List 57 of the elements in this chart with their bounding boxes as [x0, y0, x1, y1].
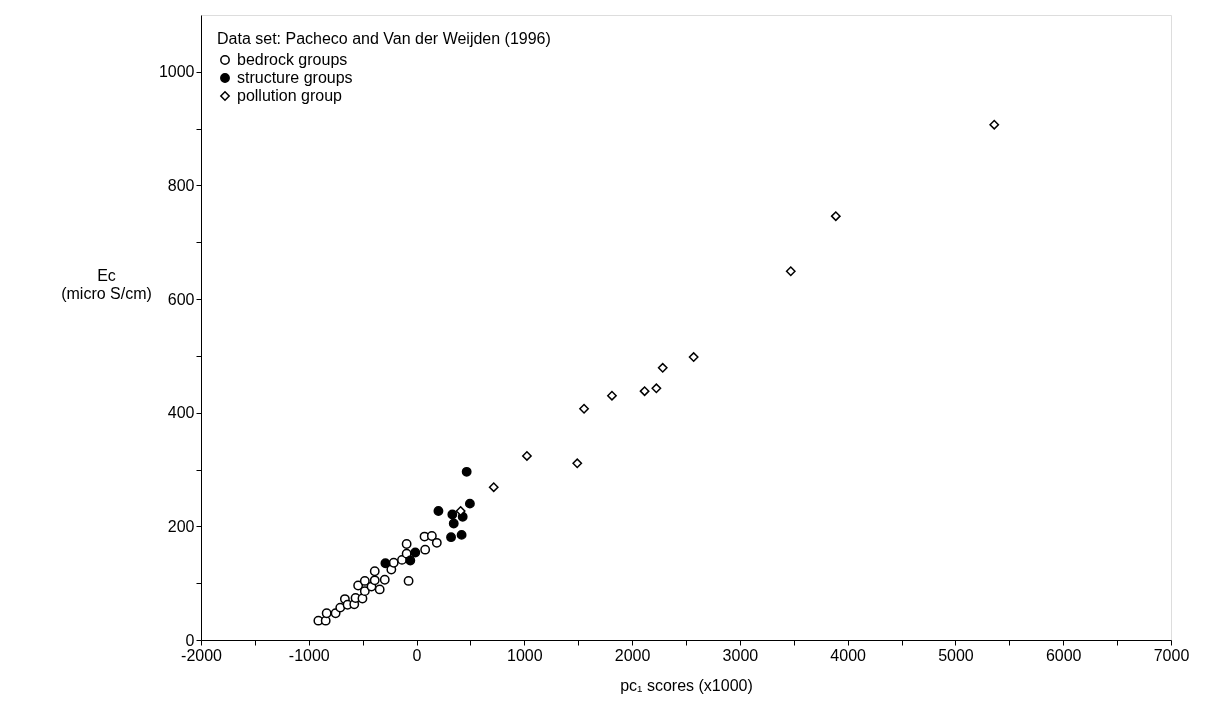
point	[461, 466, 472, 477]
x-tick-label: 4000	[830, 646, 867, 664]
point	[448, 518, 459, 529]
point	[657, 362, 668, 373]
point	[688, 352, 699, 362]
point	[521, 450, 532, 461]
point	[369, 566, 380, 577]
point	[651, 383, 662, 394]
point	[455, 506, 466, 516]
point	[830, 211, 841, 222]
point	[359, 586, 370, 597]
x-tick-label: 5000	[938, 646, 974, 664]
point	[446, 532, 456, 543]
point	[359, 575, 370, 586]
point	[380, 558, 391, 569]
point	[785, 266, 796, 277]
y-tick-label: 200	[167, 517, 195, 535]
x-tick-label: 7000	[1153, 646, 1190, 664]
point	[607, 390, 617, 401]
point	[431, 537, 442, 548]
y-tick-label: 600	[167, 290, 195, 308]
point	[321, 608, 332, 619]
point	[426, 531, 437, 541]
point	[403, 575, 414, 586]
y-tick-label: 1000	[158, 63, 195, 81]
x-tick-label: -1000	[288, 646, 330, 664]
x-tick-label: 0	[412, 646, 422, 664]
x-tick-label: 2000	[614, 646, 651, 664]
point	[579, 403, 589, 414]
point	[572, 458, 583, 469]
legend-title: Data set: Pacheco and Van der Weijden (1996)	[217, 30, 551, 47]
x-tick-label: 3000	[722, 646, 759, 664]
legend-label: pollution group	[237, 87, 343, 104]
point	[433, 506, 444, 516]
point	[410, 547, 421, 558]
y-axis-title: Ec (micro S/cm)	[61, 266, 152, 302]
point	[639, 386, 650, 397]
point	[420, 544, 431, 555]
y-tick-label: 0	[185, 631, 195, 649]
point	[456, 529, 467, 540]
x-tick-label: -2000	[181, 646, 223, 664]
x-tick-label: 1000	[507, 646, 543, 664]
y-tick-label: 800	[167, 176, 195, 194]
point	[374, 584, 385, 595]
point	[379, 574, 390, 585]
point	[447, 509, 458, 520]
point	[488, 482, 499, 493]
y-tick-label: 400	[167, 404, 195, 422]
point	[989, 119, 1000, 130]
point	[464, 498, 475, 509]
x-tick-label: 6000	[1045, 646, 1082, 664]
legend-label: bedrock groups	[237, 51, 348, 68]
x-axis-title: pc₁ scores (x1000)	[620, 676, 753, 694]
point	[401, 539, 412, 549]
point	[405, 555, 416, 566]
point	[369, 575, 380, 586]
legend-label: structure groups	[237, 69, 353, 86]
